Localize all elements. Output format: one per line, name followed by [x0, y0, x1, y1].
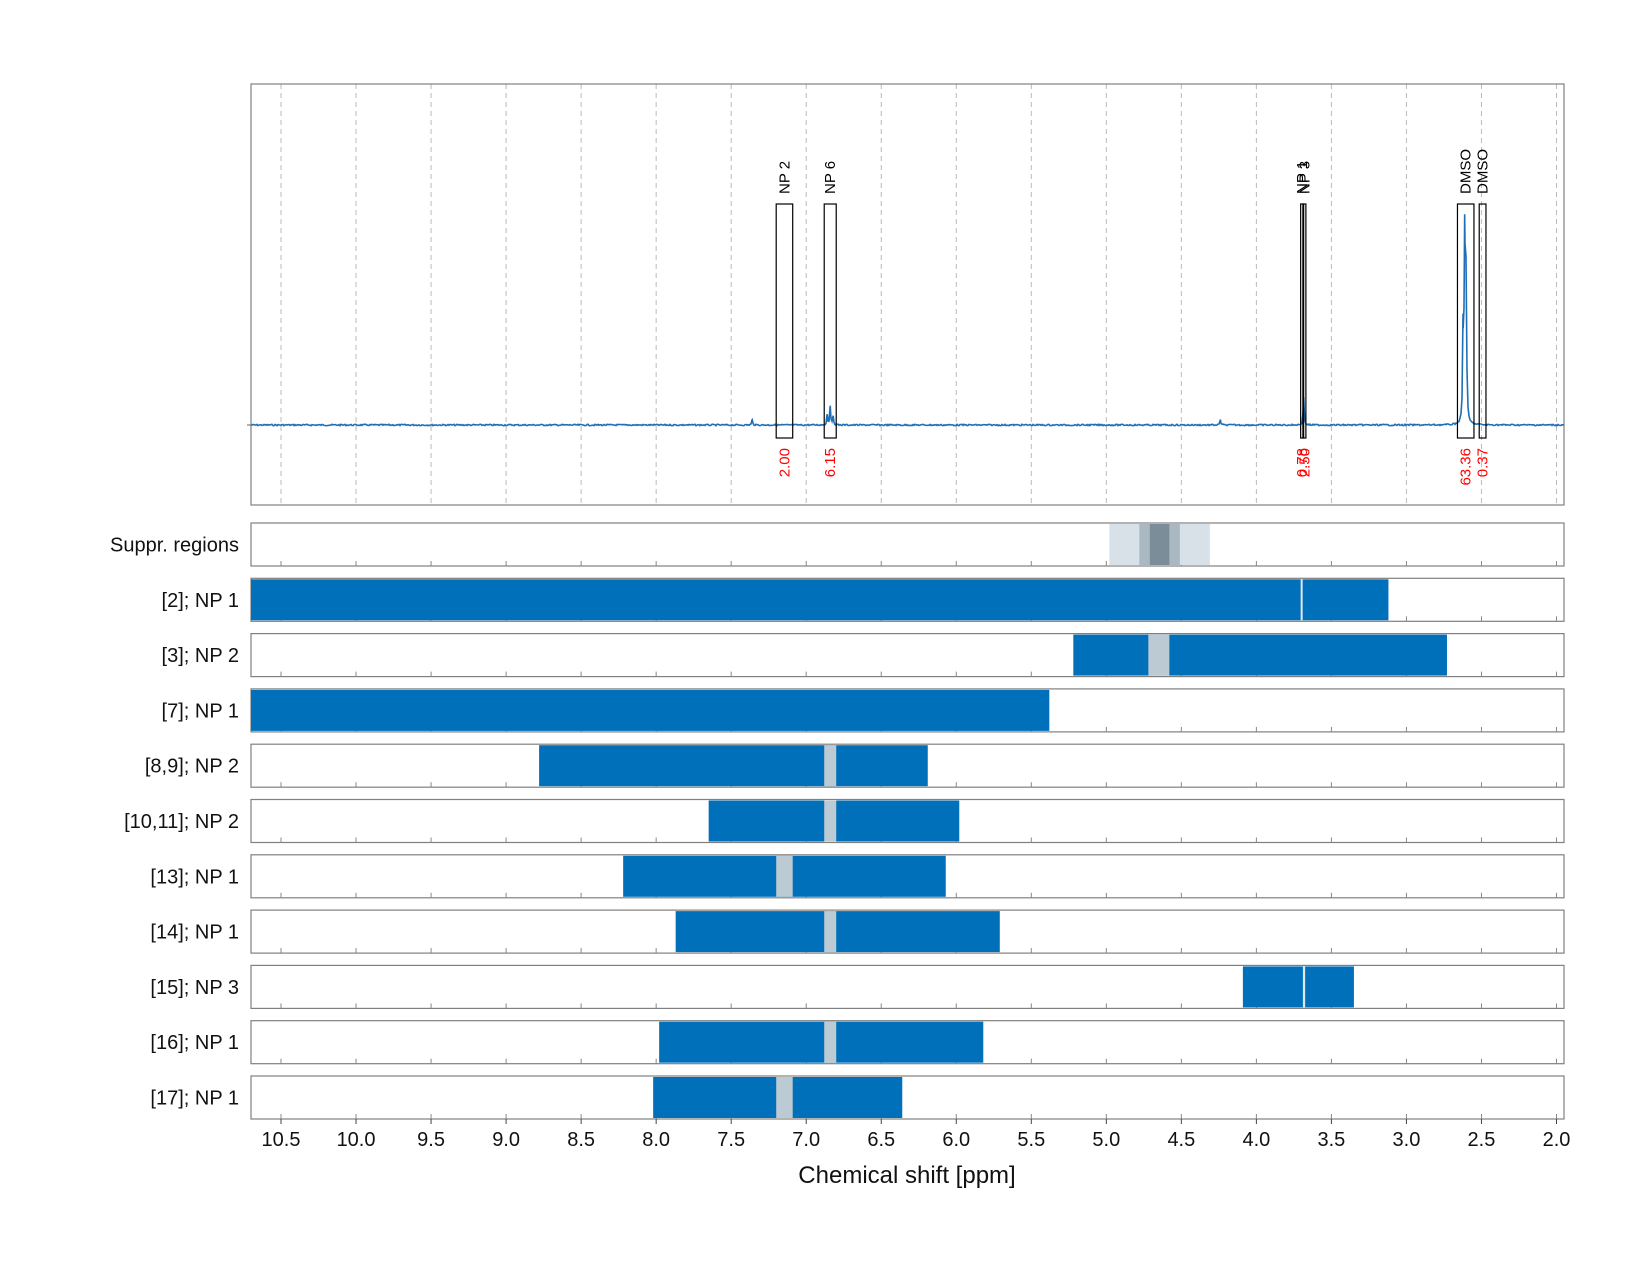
row-frame: [250, 522, 1565, 567]
spectrum-frame: [250, 83, 1565, 506]
peak-window: [824, 911, 837, 953]
region-bar: [539, 745, 928, 787]
row-label: [10,11]; NP 2: [124, 811, 239, 833]
x-tick-label: 4.0: [1242, 1129, 1270, 1151]
row-label: [17]; NP 1: [150, 1088, 239, 1110]
integration-box: [1300, 203, 1305, 439]
x-tick-label: 9.0: [492, 1129, 520, 1151]
x-tick-label: 7.0: [792, 1129, 820, 1151]
region-row: [3]; NP 2: [162, 632, 1565, 678]
peak-label: DMSO: [1475, 149, 1492, 194]
region-row: [13]; NP 1: [150, 854, 1565, 899]
x-tick-label: 6.5: [867, 1129, 895, 1151]
region-row: [17]; NP 1: [150, 1075, 1565, 1120]
row-label: Suppr. regions: [110, 535, 239, 557]
row-label: [15]; NP 3: [150, 977, 239, 999]
region-row: Suppr. regions: [110, 522, 1565, 567]
x-tick-label: 6.0: [942, 1129, 970, 1151]
row-label: [7]; NP 1: [162, 700, 239, 722]
row-label: [8,9]; NP 2: [145, 756, 239, 778]
region-row: [2]; NP 1: [162, 577, 1565, 622]
region-row: [14]; NP 1: [150, 909, 1565, 954]
region-bar: [251, 579, 1389, 621]
region-bar: [251, 689, 1050, 731]
x-tick-label: 5.0: [1092, 1129, 1120, 1151]
x-tick-label: 2.0: [1543, 1129, 1571, 1151]
row-label: [2]; NP 1: [162, 590, 239, 612]
peak-window: [776, 855, 793, 897]
integral-value: 2.50: [1296, 448, 1313, 477]
peak-label: NP 1: [1294, 161, 1311, 194]
x-tick-label: 2.5: [1468, 1129, 1496, 1151]
peak-window: [824, 745, 837, 787]
region-bar: [659, 1021, 984, 1063]
region-row: [15]; NP 3: [150, 964, 1565, 1010]
suppression-zone: [1149, 524, 1170, 565]
integral-value: 6.15: [822, 448, 839, 477]
integration-box: [775, 203, 794, 439]
row-label: [3]; NP 2: [162, 645, 239, 667]
x-tick-label: 10.0: [337, 1129, 376, 1151]
spectrum-panel: NP 2 2.00 NP 6 6.15 NP 1 0.78 NP 3 2.50 DMSO 63.3…: [247, 83, 1565, 506]
integral-value: 63.36: [1458, 448, 1475, 486]
row-label: [13]; NP 1: [150, 866, 239, 888]
x-tick-label: 8.0: [642, 1129, 670, 1151]
integration-box: [1302, 203, 1307, 439]
row-label: [14]; NP 1: [150, 922, 239, 944]
x-tick-label: 3.5: [1318, 1129, 1346, 1151]
peak-window: [824, 800, 837, 842]
region-row: [7]; NP 1: [162, 688, 1565, 733]
spectrum-trace: [250, 214, 1565, 427]
region-rows: Suppr. regions [2]; NP 1 [3]; NP 2 [7]; NP …: [110, 522, 1565, 1120]
row-frame: [250, 1075, 1565, 1120]
integral-value: 0.78: [1294, 448, 1311, 477]
peak-label: NP 6: [822, 161, 839, 194]
row-frame: [250, 964, 1565, 1010]
region-row: [10,11]; NP 2: [124, 798, 1565, 844]
region-row: [16]; NP 1: [150, 1020, 1565, 1065]
peak-window: [1302, 966, 1306, 1008]
peak-window: [1148, 634, 1170, 676]
peak-window: [1300, 579, 1303, 621]
integration-box: [823, 203, 837, 439]
peak-label: NP 2: [776, 161, 793, 194]
x-tick-label: 9.5: [417, 1129, 445, 1151]
region-row: [8,9]; NP 2: [145, 743, 1565, 788]
integral-value: 2.00: [776, 448, 793, 477]
peak-window: [776, 1077, 793, 1118]
x-tick-label: 8.5: [567, 1129, 595, 1151]
x-tick-label: 4.5: [1167, 1129, 1195, 1151]
peak-label: DMSO: [1458, 149, 1475, 194]
region-bar: [1073, 634, 1447, 676]
region-bar: [675, 911, 1000, 953]
x-axis-label: Chemical shift [ppm]: [798, 1162, 1015, 1189]
peak-window: [824, 1021, 837, 1063]
x-tick-label: 10.5: [262, 1129, 301, 1151]
region-bar: [1242, 966, 1354, 1008]
integral-value: 0.37: [1475, 448, 1492, 477]
integration-box: [1456, 203, 1475, 439]
x-tick-label: 3.0: [1393, 1129, 1421, 1151]
x-tick-label: 5.5: [1017, 1129, 1045, 1151]
row-label: [16]; NP 1: [150, 1032, 239, 1054]
grid-layer: [280, 84, 1557, 505]
x-axis: Chemical shift [ppm] 10.5 10.0 9.5 9.0 8.5 8.…: [262, 1119, 1571, 1189]
peak-label: NP 3: [1296, 161, 1313, 194]
integration-box: [1478, 203, 1487, 439]
x-tick-label: 7.5: [717, 1129, 745, 1151]
